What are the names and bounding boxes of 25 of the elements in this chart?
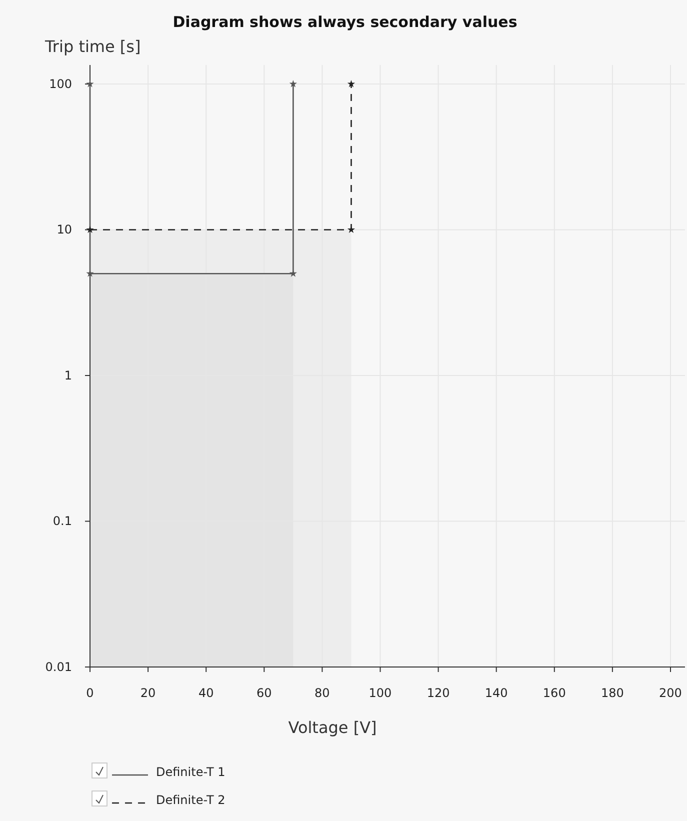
y-tick-label: 1: [64, 368, 72, 382]
chart-title: Diagram shows always secondary values: [172, 13, 518, 31]
x-tick-label: 160: [542, 686, 566, 700]
x-tick-label: 40: [198, 686, 214, 700]
x-tick-label: 140: [484, 686, 508, 700]
point: [347, 226, 356, 233]
x-tick-label: 0: [86, 686, 94, 700]
legend-label: Definite-T 1: [156, 765, 226, 779]
x-tick-label: 180: [600, 686, 624, 700]
y-tick-label: 0.01: [45, 660, 72, 674]
y-tick-label: 10: [56, 222, 72, 237]
x-tick-label: 80: [314, 686, 330, 700]
x-axis-title: Voltage [V]: [288, 718, 377, 737]
legend-label: Definite-T 2: [156, 793, 226, 807]
point: [289, 80, 297, 88]
y-axis-title: Trip time [s]: [44, 37, 141, 56]
x-tick-label: 20: [140, 686, 156, 700]
x-tick-label: 60: [256, 686, 272, 700]
x-tick-label: 120: [426, 686, 450, 700]
point: [347, 80, 356, 88]
x-tick-label: 100: [368, 686, 392, 700]
point: [86, 226, 94, 233]
y-tick-label: 100: [49, 76, 72, 91]
x-tick-label: 200: [659, 686, 682, 700]
y-tick-label: 0.1: [52, 514, 72, 528]
